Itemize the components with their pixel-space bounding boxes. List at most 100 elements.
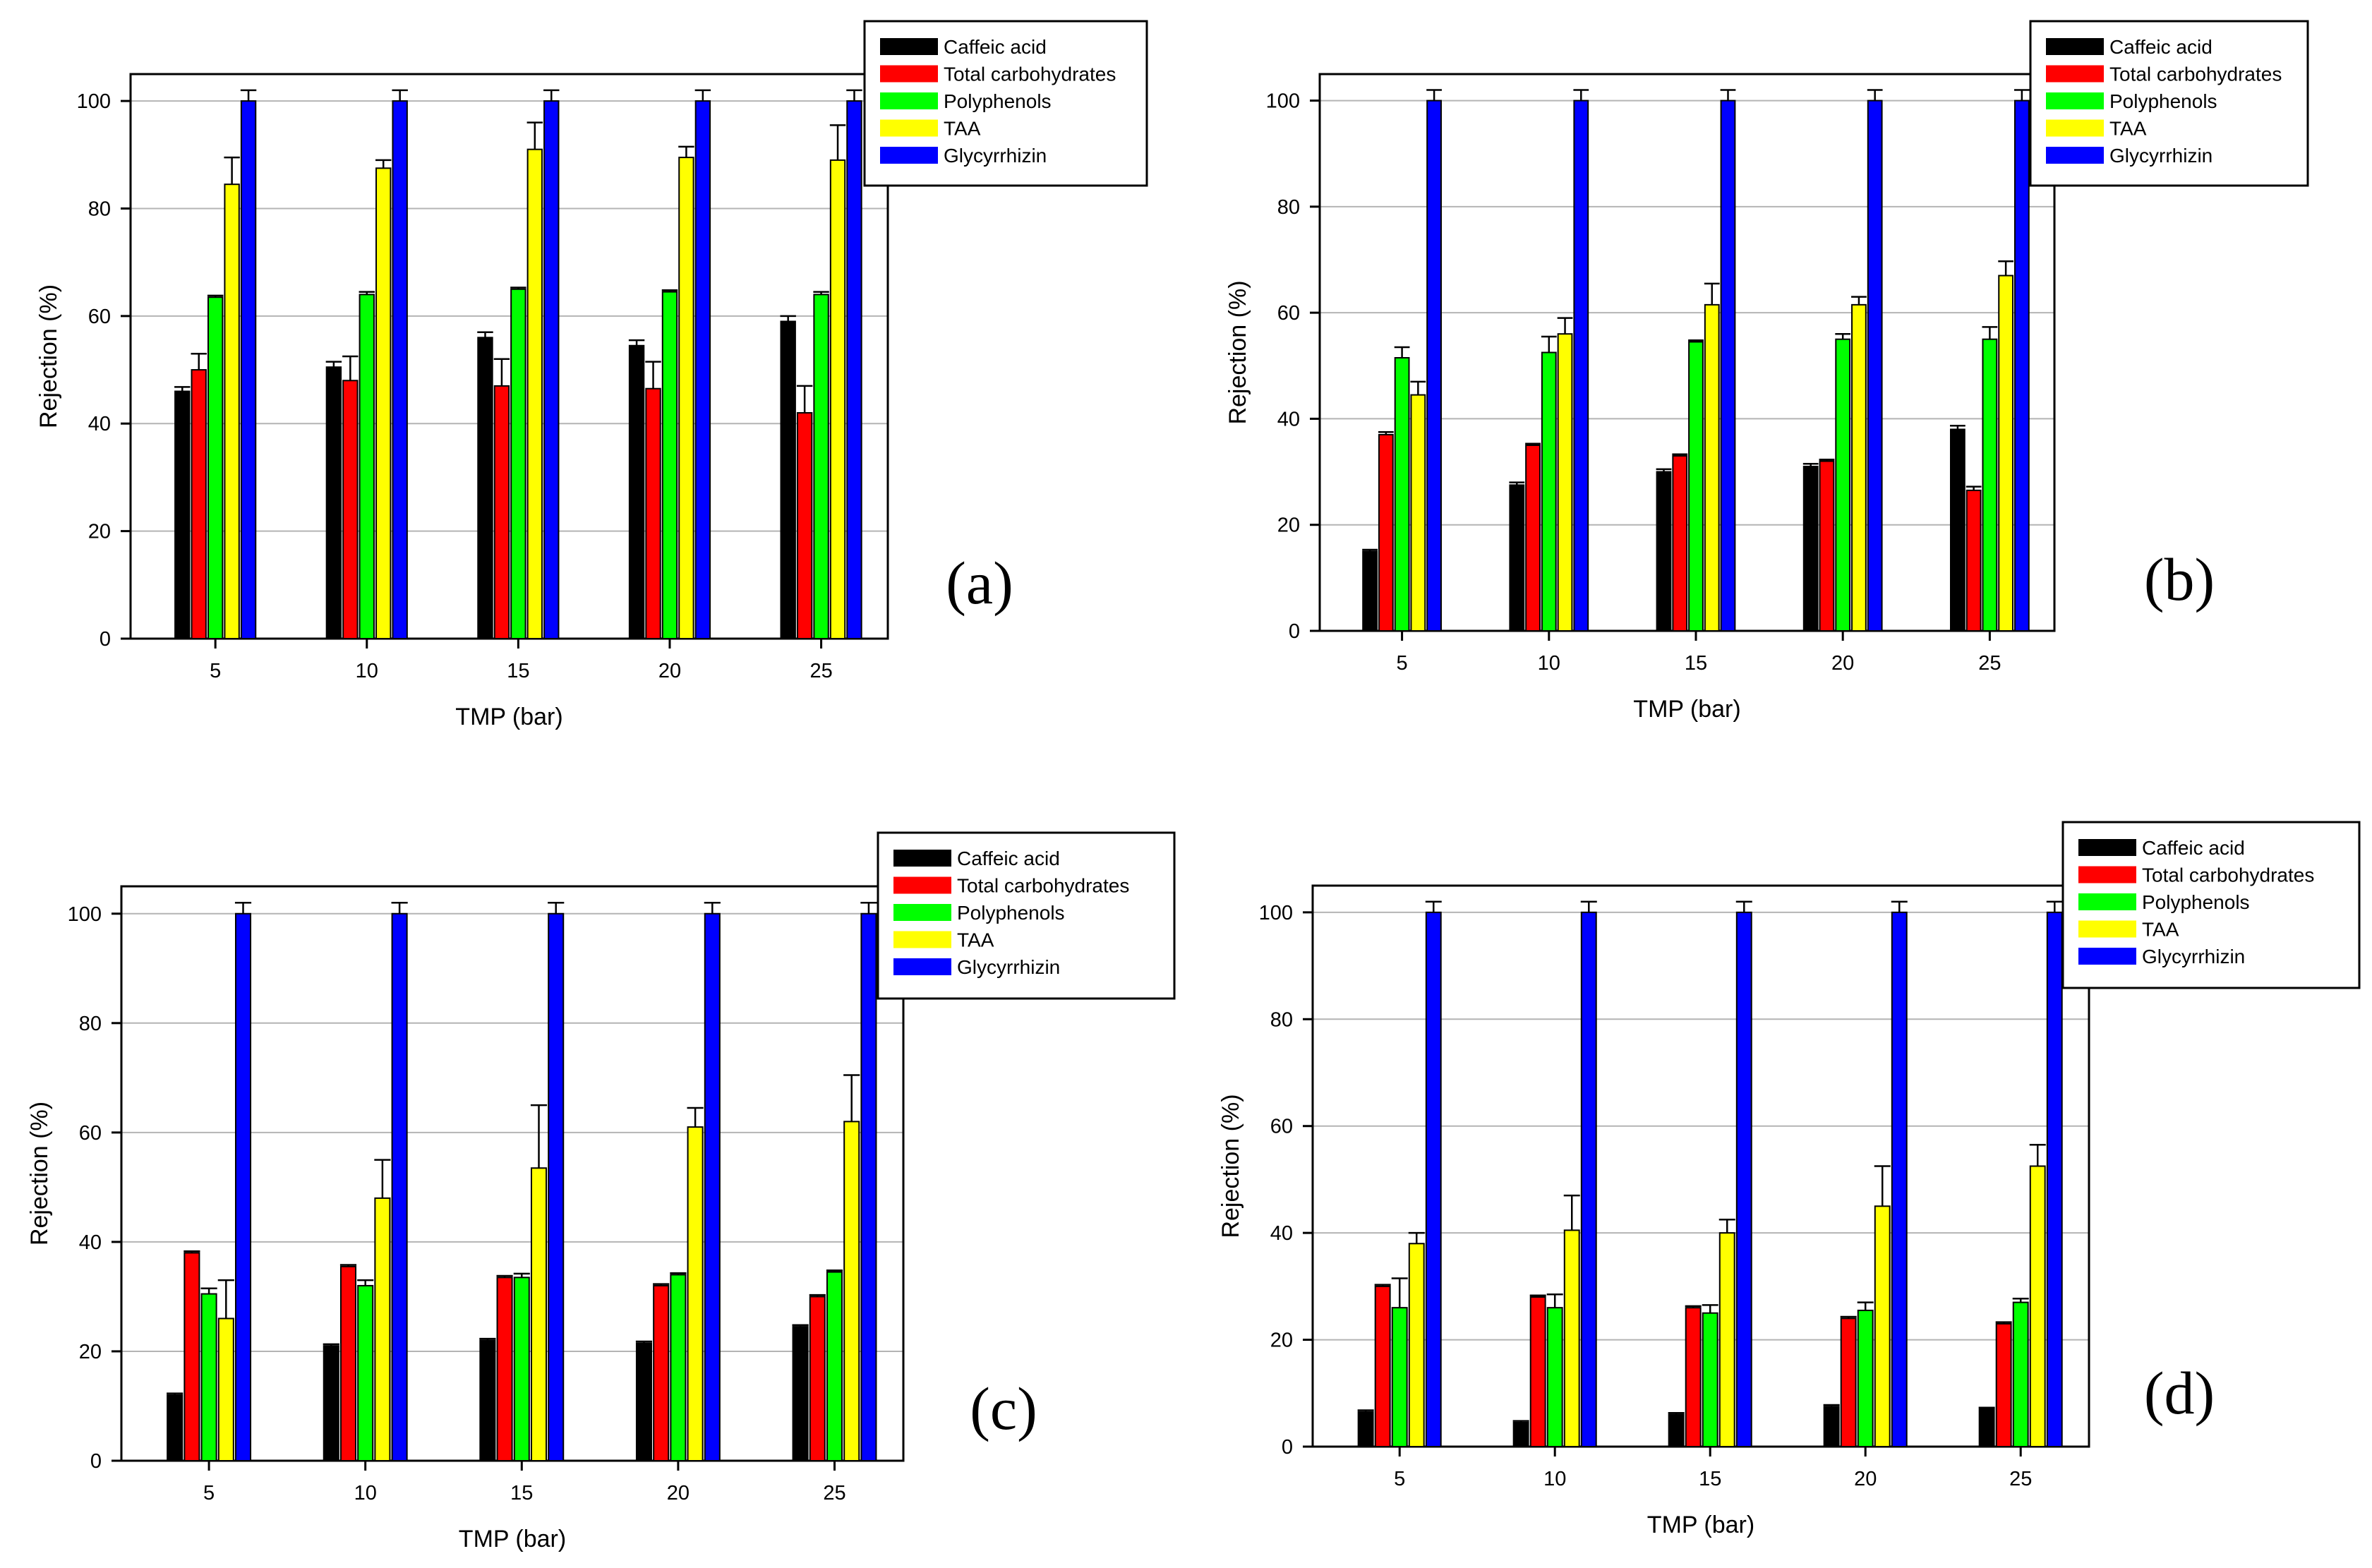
x-tick-label: 25 [1978, 652, 2001, 675]
y-tick-label: 80 [88, 198, 111, 220]
bar-total-carbohydrates [339, 1265, 357, 1462]
y-tick-label: 100 [1266, 90, 1300, 113]
bar-caffeic-acid [1656, 471, 1672, 632]
bar-taa [1408, 1243, 1425, 1448]
bar-caffeic-acid [1823, 1406, 1840, 1447]
chart-panel-a: 0 20 40 60 80 100 5 10 15 20 25 TMP (bar) Rejection … [35, 20, 1148, 730]
x-axis-title: TMP (bar) [455, 704, 562, 730]
legend-swatch-caffeic-acid [893, 850, 951, 867]
legend-swatch-taa [893, 931, 951, 948]
x-tick-label: 15 [1699, 1468, 1721, 1490]
bar-total-carbohydrates [1819, 460, 1835, 632]
bar-caffeic-acid [325, 366, 342, 639]
x-tick-label: 5 [203, 1482, 215, 1504]
y-tick-label: 20 [1277, 514, 1300, 537]
y-tick-label: 40 [1270, 1222, 1293, 1245]
bar-taa [1563, 1229, 1580, 1448]
legend-swatch-taa [880, 119, 938, 137]
legend-swatch-total-carbohydrates [2078, 866, 2136, 883]
chart-panel-b: 0 20 40 60 80 100 5 10 15 20 25 TMP (bar) Rejection … [1224, 20, 2309, 723]
y-tick-label: 100 [1259, 902, 1293, 924]
bar-polyphenols [357, 1284, 374, 1462]
bar-caffeic-acid [167, 1394, 183, 1462]
bar-caffeic-acid [1668, 1413, 1685, 1447]
bar-polyphenols [826, 1271, 843, 1461]
bar-taa [1998, 275, 2014, 632]
x-tick-label: 20 [1854, 1468, 1877, 1490]
legend-label-polyphenols: Polyphenols [2142, 891, 2250, 913]
bar-taa [843, 1121, 860, 1462]
x-tick-label: 15 [510, 1482, 533, 1504]
legend-label-glycyrrhizin: Glycyrrhizin [2109, 145, 2213, 167]
bar-glycyrrhizin [1426, 99, 1442, 632]
legend-label-caffeic-acid: Caffeic acid [957, 848, 1060, 869]
bar-polyphenols [813, 294, 829, 639]
bar-glycyrrhizin [704, 912, 721, 1462]
bar-total-carbohydrates [1374, 1285, 1391, 1448]
legend: Caffeic acid Total carbohydrates Polypheno… [2061, 821, 2361, 989]
legend-label-glycyrrhizin: Glycyrrhizin [2142, 946, 2245, 967]
x-tick-label: 10 [1543, 1468, 1566, 1490]
bar-caffeic-acid [792, 1326, 809, 1461]
chart-panel-d: 0 20 40 60 80 100 5 10 15 20 25 TMP (bar) Rejection … [1217, 821, 2361, 1538]
bar-polyphenols [1391, 1307, 1408, 1447]
bar-polyphenols [513, 1277, 530, 1462]
legend-label-taa: TAA [944, 118, 981, 140]
bar-taa [829, 159, 846, 639]
bar-glycyrrhizin [391, 912, 408, 1462]
bar-caffeic-acid [1362, 550, 1378, 632]
bar-polyphenols [1546, 1307, 1563, 1447]
legend: Caffeic acid Total carbohydrates Polypheno… [2029, 20, 2309, 187]
legend-swatch-caffeic-acid [2078, 839, 2136, 856]
legend-swatch-taa [2046, 119, 2104, 137]
legend-label-taa: TAA [2142, 919, 2179, 941]
bar-polyphenols [510, 288, 526, 639]
x-tick-label: 5 [1394, 1468, 1405, 1490]
bar-polyphenols [1688, 341, 1704, 632]
legend: Caffeic acid Total carbohydrates Polypheno… [863, 20, 1148, 187]
panel-label: (c) [970, 1375, 1037, 1442]
bar-taa [1874, 1205, 1891, 1448]
bar-caffeic-acid [628, 344, 645, 639]
legend-swatch-caffeic-acid [880, 38, 938, 55]
legend-swatch-glycyrrhizin [893, 958, 951, 975]
bar-taa [1851, 303, 1867, 632]
bar-taa [678, 157, 694, 640]
x-tick-label: 10 [356, 660, 378, 682]
bar-total-carbohydrates [342, 380, 359, 639]
bar-caffeic-acid [1950, 428, 1965, 632]
bar-polyphenols [1857, 1309, 1874, 1448]
y-tick-label: 0 [1289, 620, 1300, 643]
panel-label: (b) [2144, 545, 2215, 613]
legend-label-caffeic-acid: Caffeic acid [2142, 837, 2245, 859]
panel-label: (d) [2144, 1359, 2215, 1427]
chart-panel-c: 0 20 40 60 80 100 5 10 15 20 25 TMP (bar) Rejection … [26, 831, 1176, 1552]
x-tick-label: 25 [2009, 1468, 2032, 1490]
legend-label-glycyrrhizin: Glycyrrhizin [957, 956, 1060, 978]
bar-total-carbohydrates [493, 385, 510, 640]
bar-taa [217, 1317, 234, 1462]
bar-glycyrrhizin [1867, 99, 1883, 632]
legend: Caffeic acid Total carbohydrates Polypheno… [877, 831, 1176, 1000]
bar-caffeic-acid [1512, 1421, 1529, 1448]
legend-swatch-taa [2078, 920, 2136, 938]
bar-total-carbohydrates [1995, 1322, 2012, 1448]
bar-polyphenols [207, 296, 224, 639]
legend-label-polyphenols: Polyphenols [957, 902, 1065, 924]
bar-total-carbohydrates [183, 1252, 200, 1462]
bar-polyphenols [1541, 351, 1557, 632]
x-tick-label: 5 [210, 660, 221, 682]
bar-caffeic-acid [479, 1339, 496, 1462]
y-tick-label: 60 [79, 1122, 102, 1145]
bar-taa [687, 1126, 704, 1461]
bar-total-carbohydrates [496, 1277, 513, 1462]
y-tick-label: 20 [88, 521, 111, 543]
legend-label-polyphenols: Polyphenols [944, 90, 1052, 112]
y-tick-label: 100 [68, 903, 102, 926]
legend-swatch-glycyrrhizin [2078, 948, 2136, 965]
legend-swatch-total-carbohydrates [2046, 65, 2104, 83]
legend-label-taa: TAA [957, 929, 994, 951]
bar-glycyrrhizin [2013, 99, 2030, 632]
bar-glycyrrhizin [1580, 911, 1597, 1448]
